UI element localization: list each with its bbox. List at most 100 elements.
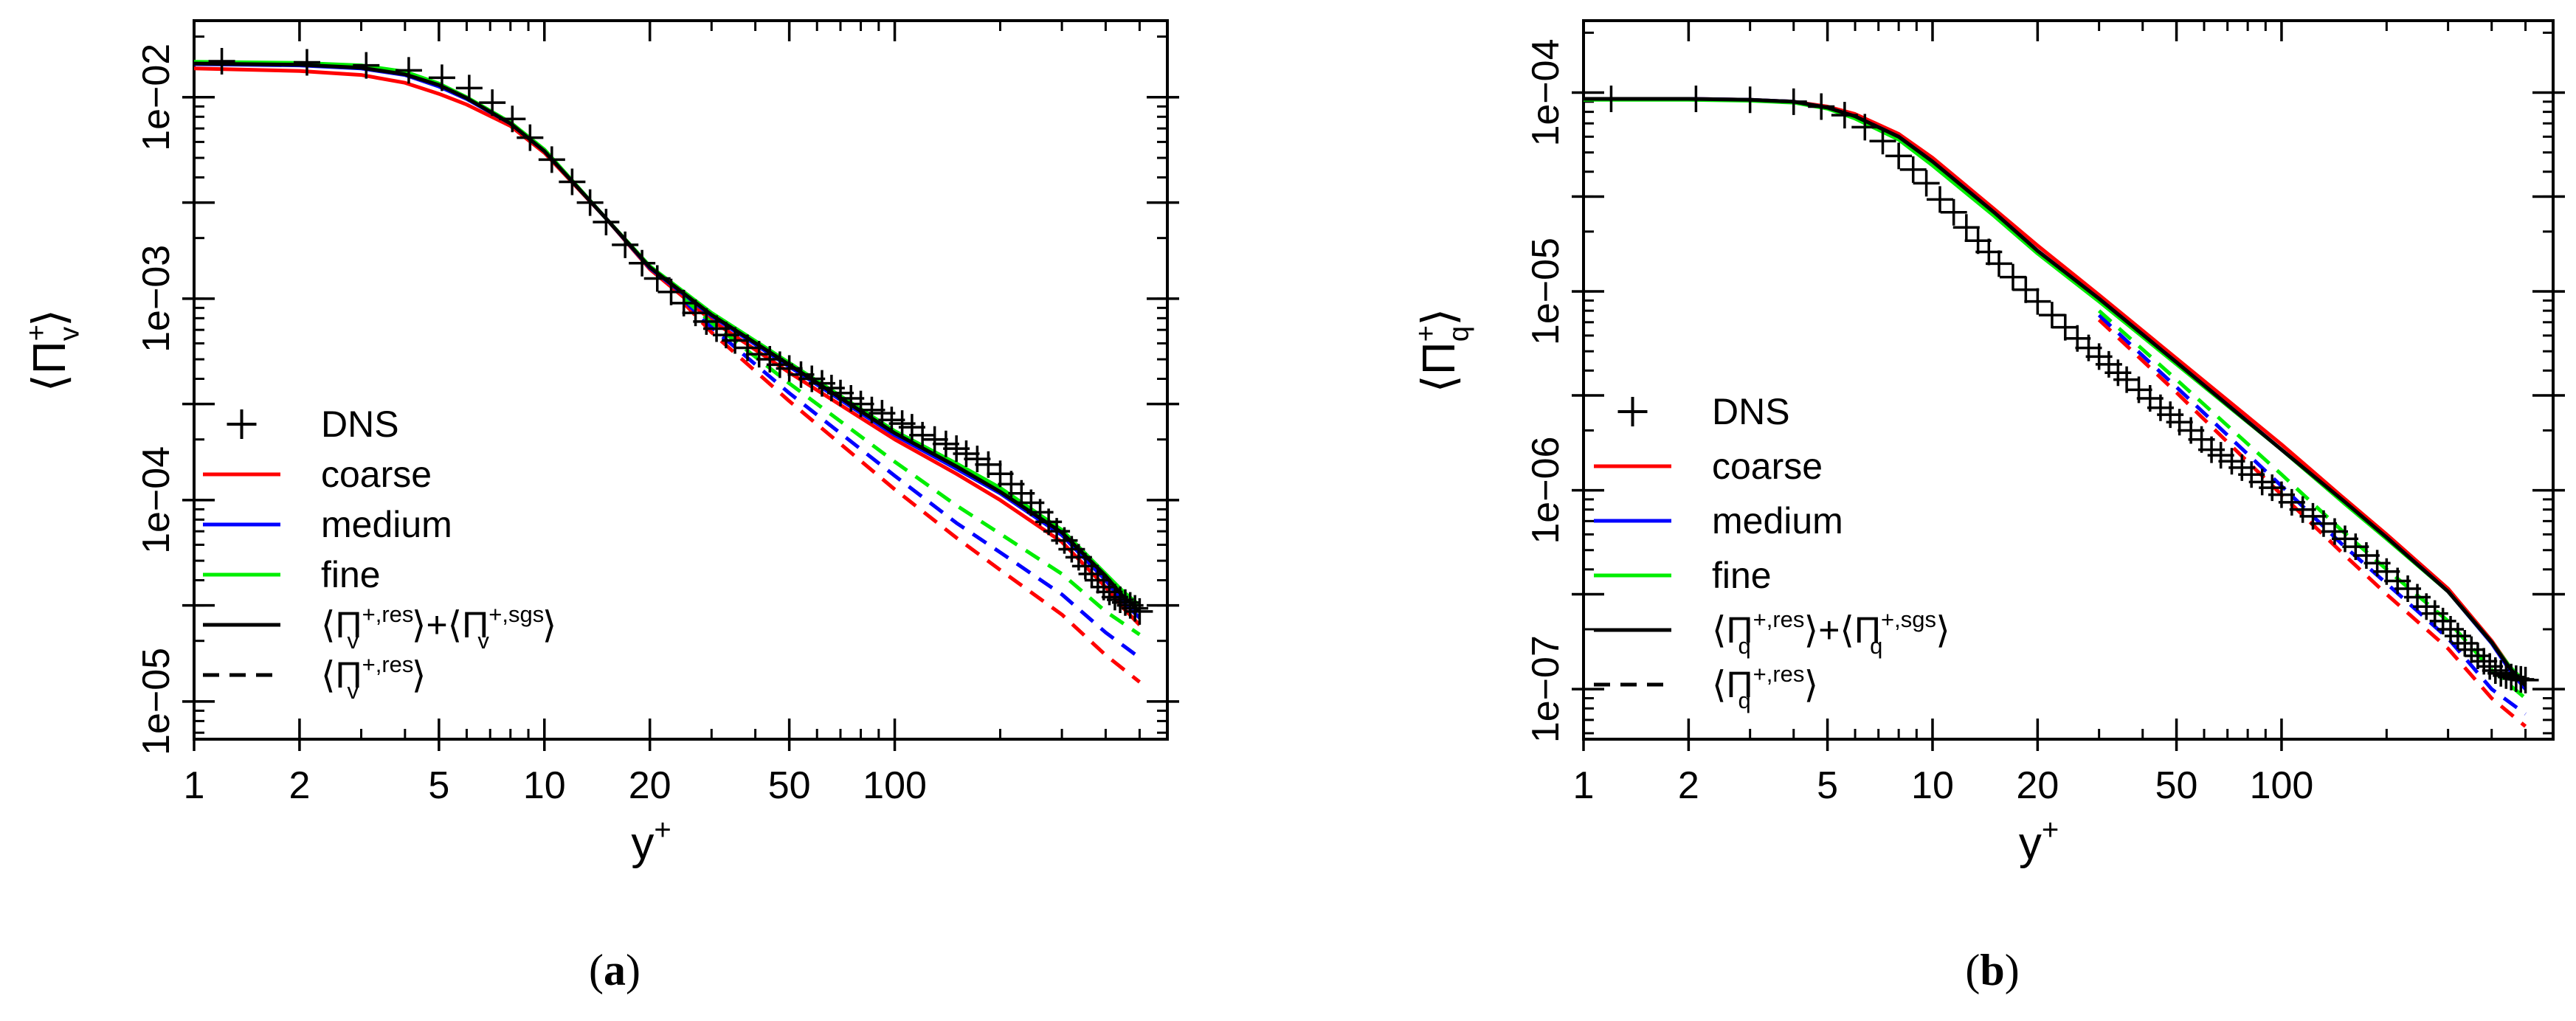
dns-marker [2444,623,2471,650]
dns-marker [353,52,380,79]
dns-marker [909,421,936,449]
dns-marker [847,390,874,418]
dns-marker [1682,85,1710,112]
y-tick-label: 1e−02 [135,44,178,151]
series-line-fine-res [2097,309,2527,700]
dns-marker [1736,86,1764,114]
legend-label: DNS [321,404,399,445]
x-tick-label: 50 [2155,764,2198,807]
y-tick-label: 1e−05 [135,648,178,755]
dns-marker [2038,302,2065,329]
dns-marker [593,209,620,236]
x-tick-label: 10 [1911,764,1954,807]
dns-marker [1122,595,1149,622]
dns-marker [1851,114,1879,141]
dns-marker [2487,660,2515,687]
dns-marker [1927,186,1953,213]
dns-marker [2207,442,2234,469]
dns-marker [776,355,803,382]
dns-marker [1964,227,1992,255]
dns-marker [1126,598,1153,625]
dns-marker [878,406,905,434]
x-tick-label: 2 [289,764,310,807]
dns-marker [932,430,959,457]
dns-marker [1780,88,1807,115]
legend-label: DNS [1712,391,1790,432]
y-tick-label: 1e−05 [1524,238,1567,345]
dns-marker [2451,630,2479,657]
y-axis-title: ⟨Π+q⟩ [1410,308,1475,393]
panel-caption: (b) [1965,946,2019,994]
chart-panel-a: 1 2 5 10 20 50 100 1e−05 1e−04 1e−03 1e−02 DNS coars… [21,19,1179,994]
dns-marker [2238,461,2265,488]
dns-marker [2437,615,2465,643]
dns-marker [517,124,544,151]
x-tick-label: 2 [1678,764,1699,807]
x-tick-label: 5 [428,764,449,807]
dns-marker [479,89,506,117]
dns-marker [2051,314,2079,341]
dns-marker [921,426,948,453]
plot-frame [1582,19,2555,741]
x-axis-title: y+ [2019,814,2059,869]
dns-marker [1078,560,1105,587]
x-tick-label: 1 [184,764,205,807]
dns-marker [576,189,604,216]
dns-marker [2464,643,2491,670]
dns-marker [987,460,1014,488]
legend-symbol-dns [1617,397,1648,426]
dns-marker [455,75,483,102]
series-line-coarse-res [682,302,1141,684]
dns-marker [2113,366,2141,393]
x-tick-label: 1 [1573,764,1595,807]
dns-marker [2299,502,2327,530]
legend-label: medium [1712,500,1843,541]
plot-frame [193,19,1169,741]
x-tick-label: 20 [2016,764,2059,807]
legend-symbol-dns [227,409,257,439]
dns-marker [722,327,749,354]
dns-marker [657,278,685,305]
dns-marker [612,231,639,258]
x-tick-label: 100 [863,764,927,807]
x-tick-label: 100 [2250,764,2314,807]
dns-marker [428,64,455,91]
y-tick-label: 1e−07 [1524,635,1567,743]
series-line-medium-res [2097,314,2527,716]
dns-marker [1808,93,1835,120]
dns-marker [745,341,773,368]
chart-panel-b: 1 2 5 10 20 50 100 1e−07 1e−06 1e−05 1e−04 DNS coars… [1410,19,2565,994]
dns-marker [2218,448,2245,475]
dns-marker [1952,214,1980,241]
x-tick-label: 5 [1817,764,1838,807]
x-axis-title: y+ [631,814,671,869]
dns-marker [827,379,854,406]
dns-marker [693,308,720,335]
dns-marker [643,265,671,292]
dns-marker [1869,128,1896,155]
dns-marker [953,440,980,467]
legend-label: fine [1712,555,1772,596]
series-line-medium-res [682,299,1141,660]
dns-marker [1084,567,1111,594]
x-tick-label: 20 [629,764,671,807]
dns-marker [2482,657,2509,684]
dns-marker [395,57,422,84]
dns-marker [2458,636,2485,663]
dns-marker [2512,666,2539,693]
dns-marker [1899,156,1927,183]
dns-marker [798,365,826,392]
legend-label: ⟨Π+,res v ⟩ [321,651,426,704]
dns-marker [734,334,762,361]
y-tick-label: 1e−04 [135,446,178,554]
dns-marker [2321,518,2348,545]
y-axis-title: ⟨Π+v⟩ [21,309,86,392]
dns-marker [2476,653,2504,680]
panel-caption: (a) [589,946,640,994]
data-layer [1584,85,2539,728]
dns-marker [559,168,586,195]
legend-label: ⟨Π+,res v ⟩+⟨Π+,sgs v ⟩ [321,601,556,654]
dns-marker [1831,102,1858,129]
dns-marker [538,146,565,173]
